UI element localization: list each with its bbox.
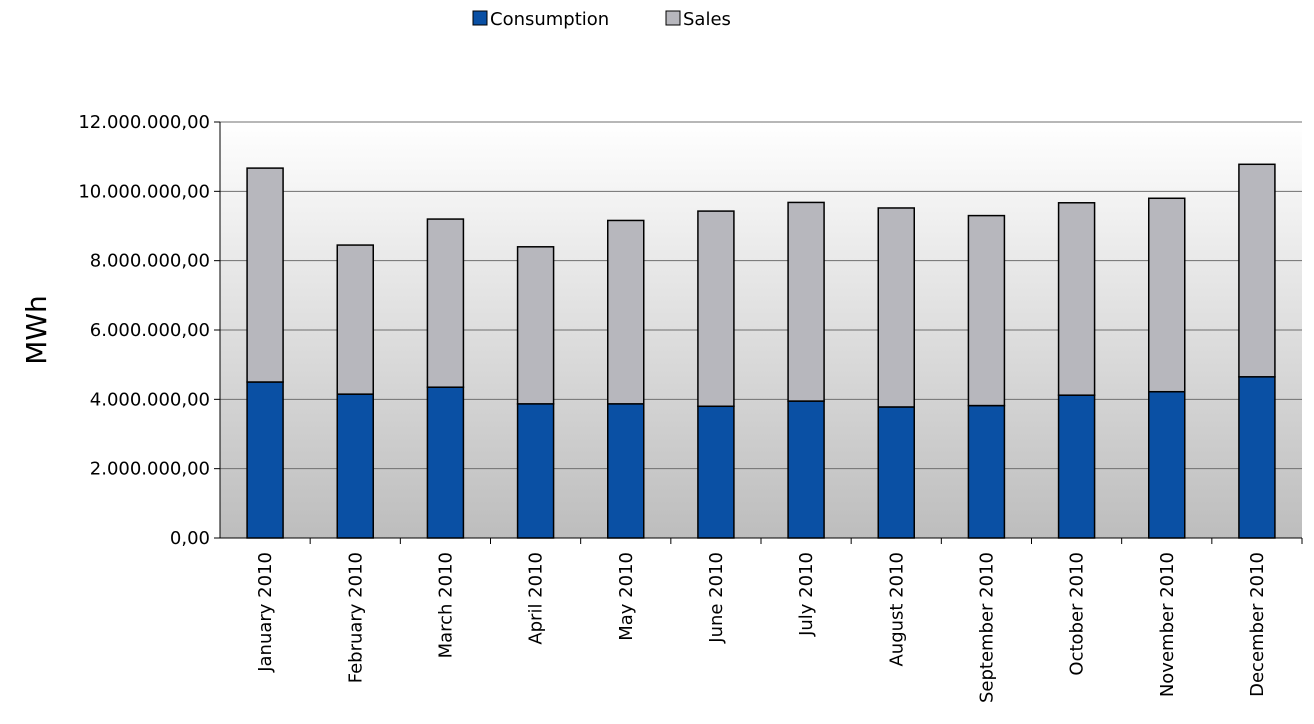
x-tick-label: April 2010 <box>526 552 547 645</box>
x-tick-label: February 2010 <box>345 552 366 683</box>
bars <box>246 163 1276 539</box>
y-tick-label: 4.000.000,00 <box>90 389 210 410</box>
bar-sales-11 <box>1148 197 1186 393</box>
y-tick-label: 2.000.000,00 <box>90 459 210 480</box>
legend-swatch-consumption <box>472 10 488 26</box>
x-tick-label: November 2010 <box>1157 552 1178 697</box>
axes <box>214 121 1303 544</box>
bar-consumption-3 <box>426 386 465 539</box>
x-tick-label: May 2010 <box>616 552 637 641</box>
bar-consumption-9 <box>967 404 1006 539</box>
y-tick-label: 12.000.000,00 <box>78 112 210 133</box>
y-tick-label: 0,00 <box>170 528 210 549</box>
y-tick-label: 6.000.000,00 <box>90 320 210 341</box>
bar-sales-12 <box>1238 163 1276 378</box>
y-axis-label: MWh <box>20 295 53 365</box>
bar-sales-1 <box>246 167 284 383</box>
bar-sales-8 <box>877 207 915 408</box>
x-tick-label: October 2010 <box>1067 552 1088 676</box>
bar-sales-9 <box>967 214 1006 407</box>
bar-consumption-10 <box>1057 394 1096 539</box>
bar-consumption-12 <box>1238 376 1276 539</box>
bar-consumption-5 <box>607 403 645 539</box>
bar-sales-2 <box>336 244 374 395</box>
bar-consumption-6 <box>697 405 735 539</box>
bar-sales-4 <box>516 246 555 405</box>
bar-consumption-8 <box>877 406 915 539</box>
bar-consumption-7 <box>787 400 825 539</box>
legend: Consumption Sales <box>472 9 731 30</box>
bar-consumption-4 <box>516 403 555 539</box>
gridlines <box>220 121 1302 470</box>
bar-consumption-11 <box>1148 390 1186 539</box>
x-axis-tick-labels: January 2010 February 2010 March 2010 April… <box>255 552 1268 703</box>
bar-sales-6 <box>697 210 735 408</box>
x-tick-label: July 2010 <box>796 552 817 637</box>
y-tick-label: 8.000.000,00 <box>90 251 210 272</box>
bar-sales-7 <box>787 201 825 402</box>
bar-sales-3 <box>426 218 465 388</box>
bar-consumption-2 <box>336 393 374 539</box>
x-tick-label: March 2010 <box>435 552 456 658</box>
bar-consumption-1 <box>246 381 284 539</box>
x-tick-label: September 2010 <box>976 552 997 703</box>
bar-sales-5 <box>607 219 645 405</box>
legend-swatch-sales <box>665 10 681 26</box>
x-tick-label: August 2010 <box>886 552 907 667</box>
x-tick-label: January 2010 <box>255 552 276 673</box>
legend-label-consumption: Consumption <box>490 9 609 30</box>
x-tick-label: June 2010 <box>706 552 727 644</box>
x-tick-label: December 2010 <box>1247 552 1268 697</box>
y-tick-label: 10.000.000,00 <box>78 181 210 202</box>
y-axis-tick-labels: 0,00 2.000.000,00 4.000.000,00 6.000.000,00… <box>78 112 210 549</box>
bar-sales-10 <box>1057 202 1096 396</box>
legend-label-sales: Sales <box>683 9 731 30</box>
